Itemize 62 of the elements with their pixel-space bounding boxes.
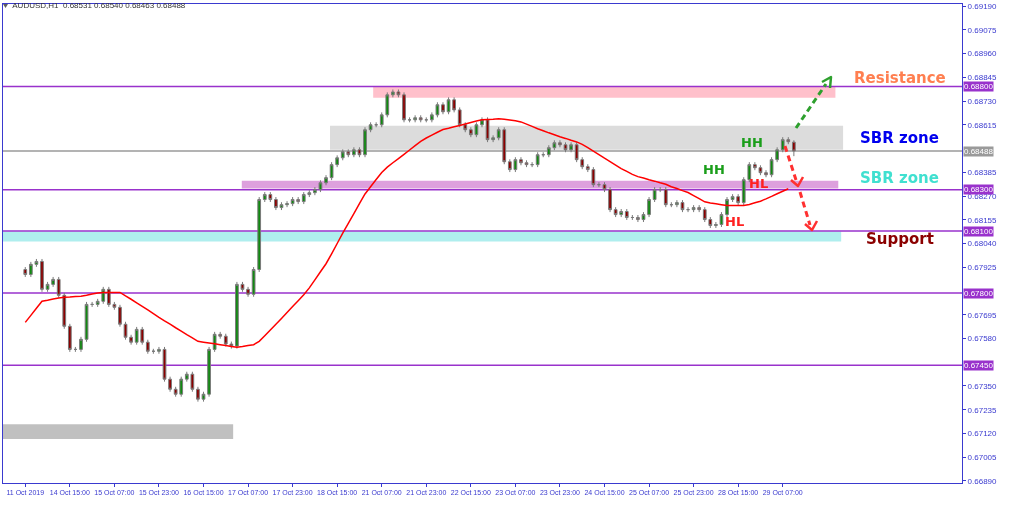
annotation: HH bbox=[703, 162, 725, 177]
y-tick-label: 0.67350 bbox=[967, 381, 998, 391]
y-tick-label: 0.67925 bbox=[967, 263, 998, 273]
candlestick bbox=[441, 101, 445, 115]
ref-line-label: 0.68100 bbox=[964, 227, 994, 236]
candlestick bbox=[23, 266, 28, 278]
candlestick bbox=[725, 196, 729, 218]
y-tick-label: 0.67580 bbox=[967, 334, 998, 344]
candlestick bbox=[324, 174, 328, 186]
candlestick bbox=[558, 139, 562, 148]
ref-line-label: 0.68488 bbox=[964, 147, 994, 156]
candlestick bbox=[418, 114, 423, 123]
y-tick-label: 0.67005 bbox=[967, 452, 998, 462]
candlestick bbox=[157, 346, 161, 355]
y-tick-label: 0.68385 bbox=[967, 168, 998, 178]
band-label: Resistance bbox=[854, 69, 946, 87]
y-tick-label: 0.67235 bbox=[967, 405, 998, 415]
candlestick bbox=[79, 336, 83, 353]
candlestick bbox=[285, 200, 289, 208]
ref-line-label: 0.67800 bbox=[964, 289, 994, 298]
band-label: SBR zone bbox=[860, 169, 939, 187]
candlestick bbox=[40, 258, 44, 293]
annotation: HH bbox=[741, 135, 763, 150]
candlestick bbox=[463, 121, 468, 133]
candlestick bbox=[368, 121, 373, 133]
y-tick-label: 0.68040 bbox=[967, 239, 998, 249]
candlestick bbox=[791, 139, 796, 157]
candlestick bbox=[764, 169, 768, 178]
candlestick bbox=[118, 304, 122, 328]
candlestick bbox=[413, 114, 417, 123]
annotation: HL bbox=[749, 176, 769, 191]
candlestick bbox=[84, 301, 89, 343]
candlestick bbox=[535, 151, 540, 168]
candlestick bbox=[652, 186, 657, 203]
y-tick-label: 0.68845 bbox=[967, 73, 998, 83]
ref-line-label: 0.67450 bbox=[964, 361, 994, 370]
y-tick-label: 0.67120 bbox=[967, 429, 998, 439]
candlestick bbox=[145, 339, 150, 355]
candlestick bbox=[67, 323, 72, 353]
band-label: Support bbox=[866, 230, 934, 248]
y-tick-label: 0.69190 bbox=[967, 1, 998, 11]
y-tick-label: 0.68960 bbox=[967, 49, 998, 59]
candlestick bbox=[524, 159, 529, 168]
ref-line-label: 0.68300 bbox=[964, 185, 994, 194]
y-tick-label: 0.67695 bbox=[967, 310, 998, 320]
band-label: SBR zone bbox=[860, 129, 939, 147]
y-tick-label: 0.68155 bbox=[967, 215, 998, 225]
candlestick bbox=[363, 126, 367, 158]
annotation: HL bbox=[725, 214, 745, 229]
y-tick-label: 0.69075 bbox=[967, 25, 998, 35]
y-tick-label: 0.68270 bbox=[967, 191, 998, 201]
candlestick bbox=[663, 186, 668, 208]
y-tick-label: 0.66890 bbox=[967, 476, 998, 486]
y-tick-label: 0.68615 bbox=[967, 120, 998, 130]
candlestick bbox=[457, 106, 462, 128]
candlestick bbox=[624, 208, 629, 221]
candlestick bbox=[519, 156, 523, 166]
chart-title: AUDUSD,H1 0.68531 0.68540 0.68463 0.68488 bbox=[12, 1, 186, 11]
y-tick-label: 0.68730 bbox=[967, 96, 998, 106]
line-series bbox=[24, 118, 790, 349]
ref-line-label: 0.68800 bbox=[964, 82, 994, 91]
candlestick bbox=[402, 91, 406, 123]
